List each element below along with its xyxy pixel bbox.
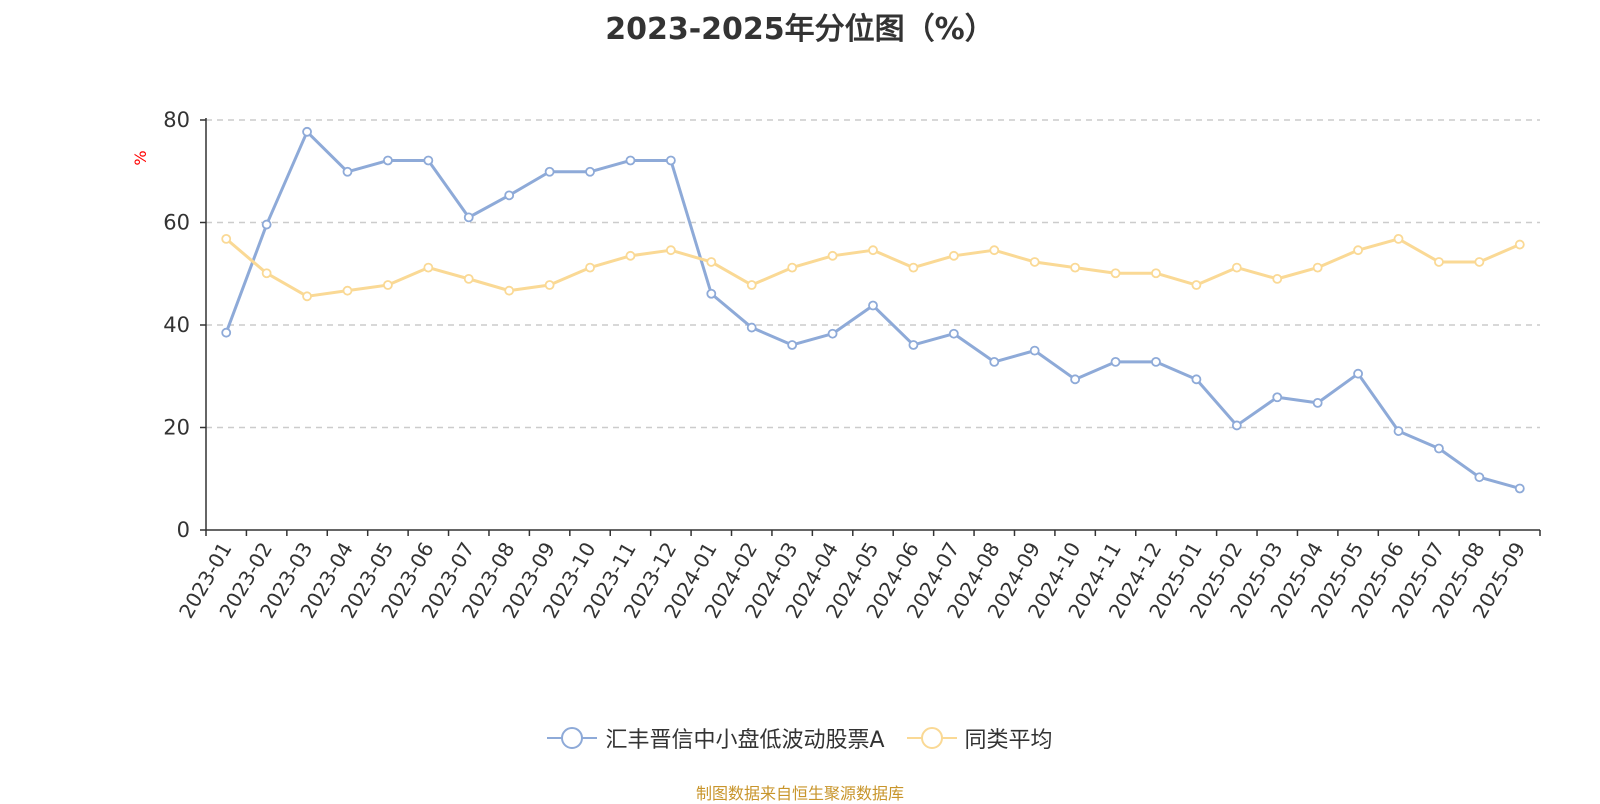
y-tick-label: 0 bbox=[177, 518, 190, 542]
series-0 bbox=[221, 126, 1525, 494]
legend-line-circle-icon bbox=[547, 727, 598, 749]
data-point[interactable] bbox=[1393, 426, 1404, 436]
data-point[interactable] bbox=[1312, 397, 1323, 408]
data-point[interactable] bbox=[1029, 345, 1040, 356]
data-point[interactable] bbox=[1514, 239, 1525, 250]
source-note: 制图数据来自恒生聚源数据库 bbox=[695, 784, 904, 803]
data-point[interactable] bbox=[746, 280, 757, 290]
data-point[interactable] bbox=[423, 155, 434, 166]
data-point[interactable] bbox=[585, 166, 595, 177]
data-point[interactable] bbox=[746, 322, 757, 333]
legend-label-peer-average: 同类平均 bbox=[964, 728, 1053, 753]
y-tick-label: 40 bbox=[163, 313, 190, 337]
data-point[interactable] bbox=[948, 328, 959, 339]
y-tick-label: 20 bbox=[163, 416, 190, 440]
data-point[interactable] bbox=[989, 356, 1000, 367]
data-point[interactable] bbox=[463, 212, 474, 223]
data-point[interactable] bbox=[665, 155, 676, 166]
data-point[interactable] bbox=[342, 166, 353, 177]
data-point[interactable] bbox=[1110, 268, 1121, 279]
data-point[interactable] bbox=[1272, 273, 1283, 284]
legend-item-peer-average[interactable]: 同类平均 bbox=[906, 722, 1053, 754]
data-point[interactable] bbox=[1393, 233, 1404, 244]
y-tick-label: 80 bbox=[163, 108, 190, 132]
data-point[interactable] bbox=[261, 219, 272, 230]
legend: 汇丰晋信中小盘低波动股票A 同类平均 bbox=[0, 722, 1600, 754]
data-point[interactable] bbox=[1514, 483, 1525, 494]
data-point[interactable] bbox=[1191, 280, 1202, 290]
data-point[interactable] bbox=[302, 291, 312, 302]
data-point[interactable] bbox=[868, 245, 878, 256]
data-point[interactable] bbox=[908, 340, 919, 350]
data-point[interactable] bbox=[1231, 420, 1242, 431]
data-point[interactable] bbox=[1070, 374, 1081, 385]
data-point[interactable] bbox=[383, 280, 393, 290]
data-point[interactable] bbox=[625, 250, 636, 261]
data-point[interactable] bbox=[504, 285, 515, 296]
data-point[interactable] bbox=[1110, 356, 1121, 367]
series-1 bbox=[221, 233, 1525, 302]
data-point[interactable] bbox=[1151, 356, 1161, 367]
chart-plot: 0204060802023-012023-022023-032023-04202… bbox=[131, 108, 1541, 622]
chart-title: 2023-2025年分位图（%） bbox=[605, 12, 995, 47]
data-point[interactable] bbox=[1029, 257, 1040, 267]
legend-line-circle-icon bbox=[906, 727, 957, 749]
data-point[interactable] bbox=[948, 250, 959, 261]
data-point[interactable] bbox=[868, 300, 878, 311]
data-point[interactable] bbox=[504, 190, 515, 201]
data-point[interactable] bbox=[706, 288, 717, 299]
data-point[interactable] bbox=[1434, 443, 1444, 454]
data-point[interactable] bbox=[665, 245, 676, 256]
data-point[interactable] bbox=[827, 328, 838, 339]
data-point[interactable] bbox=[1353, 245, 1363, 256]
data-point[interactable] bbox=[221, 327, 232, 338]
data-point[interactable] bbox=[1474, 257, 1485, 267]
data-point[interactable] bbox=[1434, 257, 1444, 267]
data-point[interactable] bbox=[585, 262, 595, 273]
data-point[interactable] bbox=[544, 280, 555, 290]
data-point[interactable] bbox=[908, 262, 919, 273]
data-point[interactable] bbox=[787, 262, 798, 273]
data-point[interactable] bbox=[787, 340, 798, 350]
grid-lines bbox=[206, 119, 1540, 429]
data-point[interactable] bbox=[1272, 392, 1283, 403]
y-tick-label: 60 bbox=[163, 211, 190, 235]
data-point[interactable] bbox=[1353, 368, 1363, 379]
data-point[interactable] bbox=[261, 268, 272, 279]
data-point[interactable] bbox=[1312, 262, 1323, 273]
data-point[interactable] bbox=[544, 166, 555, 177]
data-point[interactable] bbox=[1231, 262, 1242, 273]
series-lines bbox=[221, 126, 1525, 494]
data-point[interactable] bbox=[706, 257, 717, 267]
data-point[interactable] bbox=[1151, 268, 1161, 279]
data-point[interactable] bbox=[1191, 374, 1202, 385]
data-point[interactable] bbox=[383, 155, 393, 166]
data-point[interactable] bbox=[423, 262, 434, 273]
data-point[interactable] bbox=[1474, 472, 1485, 483]
legend-item-fund[interactable]: 汇丰晋信中小盘低波动股票A bbox=[547, 722, 885, 754]
data-point[interactable] bbox=[302, 126, 312, 137]
axes: 0204060802023-012023-022023-032023-04202… bbox=[163, 108, 1541, 622]
y-axis-label: % bbox=[131, 150, 150, 165]
data-point[interactable] bbox=[463, 273, 474, 284]
data-point[interactable] bbox=[827, 250, 838, 261]
data-point[interactable] bbox=[989, 245, 1000, 256]
data-point[interactable] bbox=[625, 155, 636, 166]
legend-label-fund: 汇丰晋信中小盘低波动股票A bbox=[605, 728, 885, 753]
data-point[interactable] bbox=[1070, 262, 1081, 273]
data-point[interactable] bbox=[342, 285, 353, 296]
data-point[interactable] bbox=[221, 233, 232, 244]
